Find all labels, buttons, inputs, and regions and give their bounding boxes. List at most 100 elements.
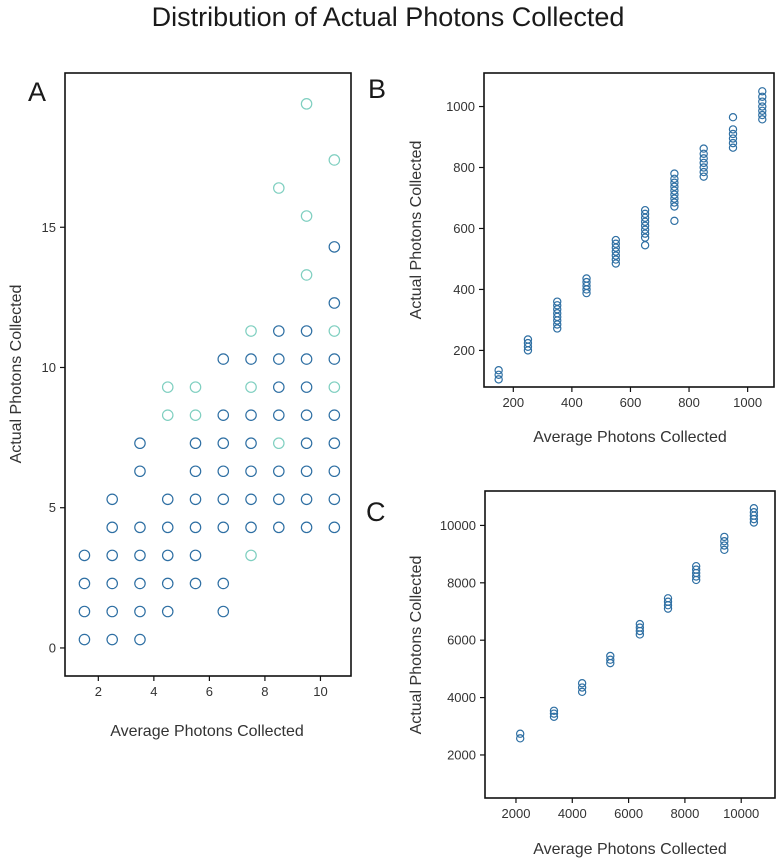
panel-a-data-point bbox=[161, 493, 174, 506]
panel-b-data-point bbox=[728, 125, 738, 134]
panel-a-frame bbox=[64, 72, 352, 677]
panel-b-data-point bbox=[758, 97, 767, 106]
panel-a-x-tick-label: 2 bbox=[95, 684, 102, 699]
panel-a-data-point bbox=[189, 521, 202, 534]
panel-b-data-point bbox=[553, 324, 562, 333]
panel-a-data-point bbox=[300, 325, 313, 337]
panel-b-y-tick-label: 200 bbox=[453, 343, 475, 358]
panel-c-data-point bbox=[749, 504, 759, 513]
panel-a-y-axis-label: Actual Photons Collected bbox=[8, 285, 25, 464]
panel-a-data-point bbox=[245, 465, 257, 478]
panel-a-data-point bbox=[245, 549, 257, 562]
panel-b-data-point bbox=[611, 239, 621, 248]
panel-a-data-point bbox=[78, 605, 91, 618]
panel-c-data-point bbox=[749, 508, 759, 517]
panel-b-data-point bbox=[640, 221, 650, 230]
panel-b-data-point bbox=[728, 134, 738, 143]
panel-b-data-point bbox=[670, 190, 679, 199]
panel-a-data-point bbox=[328, 381, 341, 393]
panel-c-y-tick-label: 4000 bbox=[447, 690, 476, 705]
panel-a-data-point bbox=[273, 325, 285, 337]
panel-b-data-point bbox=[640, 233, 650, 242]
panel-letter-b: B bbox=[368, 74, 386, 104]
panel-b-data-point bbox=[728, 138, 738, 148]
panel-c-data-point bbox=[515, 729, 525, 738]
panel-c-data-point bbox=[663, 597, 673, 606]
panel-a-data-point bbox=[328, 437, 341, 450]
panel-b-data-point bbox=[670, 198, 679, 207]
panel-c-data-point bbox=[549, 709, 559, 718]
panel-b-data-point bbox=[670, 216, 679, 226]
panel-a-data-point bbox=[300, 381, 313, 393]
panel-a-data-point bbox=[245, 493, 257, 506]
panel-a-data-point bbox=[189, 493, 202, 506]
panel-b-data-point bbox=[670, 182, 679, 191]
panel-a-data-point bbox=[106, 521, 119, 534]
panel-b-data-point bbox=[494, 370, 503, 380]
panel-a-data-point bbox=[273, 182, 285, 194]
panel-b-y-tick-label: 600 bbox=[453, 221, 475, 236]
panel-b-data-point bbox=[640, 241, 650, 250]
panel-b-data-point bbox=[758, 106, 767, 116]
panel-a-data-point bbox=[217, 437, 230, 450]
panel-c-plot: 2000 4000 6000 8000 10000 2000 4000 6000 8000 100… bbox=[440, 504, 759, 821]
panel-b-x-tick-label: 600 bbox=[620, 395, 642, 410]
panel-a-data-point bbox=[273, 409, 285, 421]
panel-b-x-tick-label: 1000 bbox=[733, 395, 762, 410]
panel-a-data-point bbox=[78, 549, 91, 562]
panel-b-data-point bbox=[670, 194, 679, 203]
panel-a-data-point bbox=[328, 154, 341, 166]
panel-a-x-axis-label: Average Photons Collected bbox=[110, 723, 304, 740]
panel-a-data-point bbox=[245, 437, 257, 450]
panel-b-y-tick-label: 1000 bbox=[446, 99, 475, 114]
panel-a-data-point bbox=[106, 605, 119, 618]
panel-c-data-point bbox=[720, 545, 729, 555]
panel-b-data-point bbox=[699, 144, 708, 153]
panel-b-data-point bbox=[611, 255, 621, 264]
panel-a-data-point bbox=[217, 577, 230, 590]
panel-a-data-point bbox=[245, 409, 257, 421]
panel-a-data-point bbox=[245, 353, 257, 365]
panel-b-data-point bbox=[670, 202, 679, 211]
panel-a-data-point bbox=[217, 409, 230, 421]
panel-b: B 200 400 600 800 1000 200 400 600 800 1000 Avera… bbox=[368, 72, 775, 446]
panel-a-x-tick-label: 10 bbox=[313, 684, 327, 699]
panel-c-x-tick-label: 8000 bbox=[670, 806, 699, 821]
panel-a-data-point bbox=[300, 437, 313, 450]
panel-b-data-point bbox=[670, 178, 679, 187]
panel-c-data-point bbox=[515, 734, 525, 743]
panel-a-plot: 2 4 6 8 10 0 5 10 15 bbox=[42, 98, 341, 699]
panel-a-data-point bbox=[161, 381, 174, 393]
panel-a-data-point bbox=[161, 605, 174, 618]
panel-a-data-point bbox=[134, 577, 146, 590]
panel-a-data-point bbox=[134, 521, 146, 534]
panel-a-data-point bbox=[189, 381, 202, 393]
panel-c-y-tick-label: 8000 bbox=[447, 575, 476, 590]
panel-a-data-point bbox=[300, 521, 313, 534]
panel-a-y-tick-label: 15 bbox=[42, 220, 56, 235]
panel-c-frame bbox=[484, 490, 776, 799]
panel-a-data-point bbox=[189, 549, 202, 562]
panel-b-y-tick-label: 400 bbox=[453, 282, 475, 297]
panel-b-data-point bbox=[758, 110, 767, 120]
panel-b-y-tick-label: 800 bbox=[453, 160, 475, 175]
panel-c-data-point bbox=[663, 594, 673, 603]
panel-a-data-point bbox=[189, 437, 202, 450]
panel-a-data-point bbox=[161, 409, 174, 421]
panel-a-data-point bbox=[245, 381, 257, 393]
panel-a-data-point bbox=[245, 521, 257, 534]
panel-b-data-point bbox=[582, 274, 591, 283]
panel-a-data-point bbox=[300, 353, 313, 365]
panel-c-data-point bbox=[720, 532, 729, 542]
panel-c-data-point bbox=[691, 565, 701, 574]
panel-a-data-point bbox=[273, 381, 285, 393]
panel-a-y-tick-label: 10 bbox=[42, 360, 56, 375]
panel-c: C 2000 4000 6000 8000 10000 2000 4000 6000 8000 1… bbox=[366, 490, 776, 858]
panel-a-data-point bbox=[273, 493, 285, 506]
panel-c-data-point bbox=[577, 687, 587, 697]
panel-b-data-point bbox=[523, 338, 533, 348]
figure-title: Distribution of Actual Photons Collected bbox=[152, 2, 625, 32]
panel-b-data-point bbox=[494, 366, 503, 375]
panel-b-data-point bbox=[728, 113, 738, 122]
panel-a-data-point bbox=[328, 409, 341, 421]
